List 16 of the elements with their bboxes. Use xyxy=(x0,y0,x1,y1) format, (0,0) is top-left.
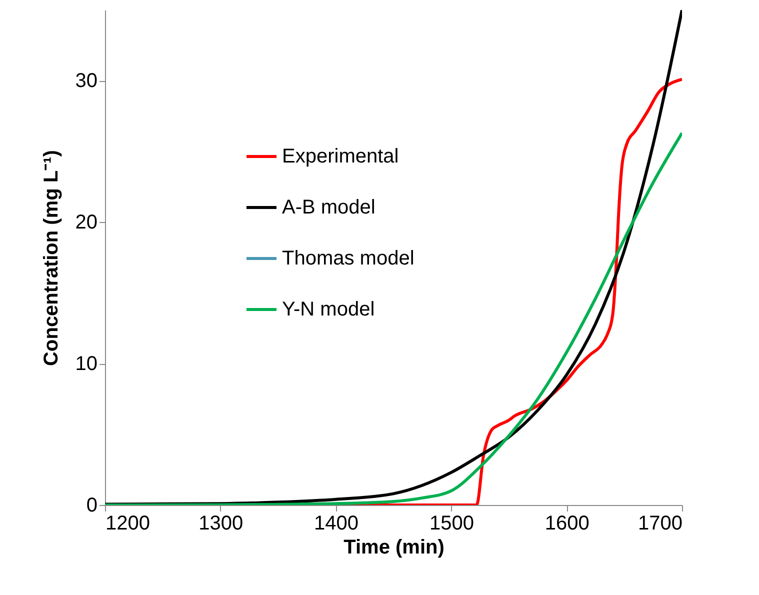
y-tick-label: 30 xyxy=(75,70,98,92)
legend-label: Y-N model xyxy=(282,298,375,320)
x-axis-title: Time (min) xyxy=(344,536,444,558)
x-tick-label: 1200 xyxy=(106,512,150,534)
legend-label: Experimental xyxy=(282,146,399,168)
y-tick-label: 10 xyxy=(75,353,98,376)
legend-label: Thomas model xyxy=(282,248,414,270)
x-tick-label: 1700 xyxy=(638,512,682,534)
y-tick-label: 20 xyxy=(75,212,98,234)
x-tick-label: 1600 xyxy=(544,512,590,534)
x-tick-label: 1500 xyxy=(429,512,474,534)
legend-label: A-B model xyxy=(282,196,376,218)
y-axis-title: Concentration (mg L⁻¹) xyxy=(40,150,62,366)
x-tick-label: 1400 xyxy=(314,512,359,534)
x-tick-label: 1300 xyxy=(198,512,244,534)
y-tick-label: 0 xyxy=(86,494,98,516)
